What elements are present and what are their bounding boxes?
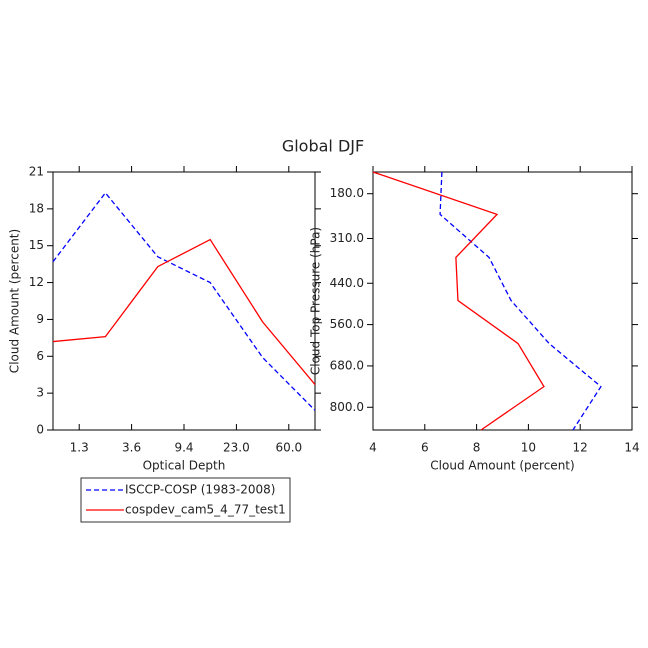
x-tick-label: 60.0 [275,441,302,455]
x-axis-label: Optical Depth [143,459,226,473]
y-tick-label: 6 [36,349,44,363]
y-tick-label: 9 [36,312,44,326]
y-axis-label: Cloud Top Pressure (hPa) [309,227,323,375]
x-tick-label: 10 [521,441,536,455]
x-tick-label: 4 [369,441,377,455]
y-tick-label: 21 [29,165,44,179]
series-line [372,171,545,431]
y-tick-label: 0 [36,423,44,437]
title: Global DJF [282,137,364,156]
y-tick-label: 18 [29,201,44,215]
x-tick-label: 1.3 [70,441,89,455]
x-tick-label: 12 [573,441,588,455]
x-tick-label: 14 [624,441,639,455]
y-tick-label: 12 [29,275,44,289]
series-line [52,191,316,411]
x-tick-label: 9.4 [174,441,193,455]
y-tick-label: 680.0 [330,358,364,372]
series-line [439,171,602,431]
legend-label: ISCCP-COSP (1983-2008) [125,483,275,497]
y-tick-label: 310.0 [330,231,364,245]
x-axis-label: Cloud Amount (percent) [430,459,574,473]
y-tick-label: 560.0 [330,317,364,331]
y-tick-label: 440.0 [330,276,364,290]
plot-frame [372,171,633,431]
x-tick-label: 3.6 [122,441,141,455]
legend-box [80,477,291,523]
x-tick-label: 23.0 [223,441,250,455]
series-line [52,238,316,385]
x-tick-label: 8 [473,441,481,455]
y-tick-label: 800.0 [330,400,364,414]
y-tick-label: 15 [29,238,44,252]
y-tick-label: 180.0 [330,186,364,200]
x-tick-label: 6 [421,441,429,455]
y-tick-label: 3 [36,386,44,400]
y-axis-label: Cloud Amount (percent) [8,229,22,373]
legend-label: cospdev_cam5_4_77_test1 [125,503,286,517]
